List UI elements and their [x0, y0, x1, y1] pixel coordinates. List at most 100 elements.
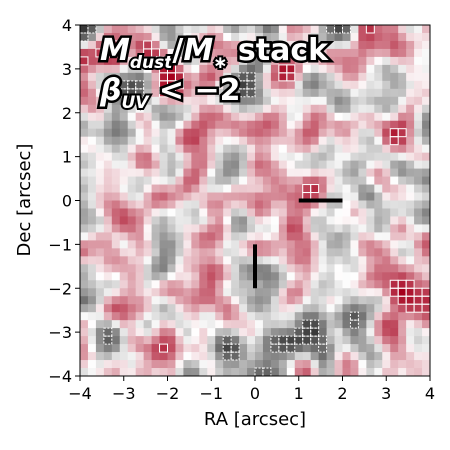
- heatmap-pixel: [127, 96, 137, 106]
- heatmap-pixel: [310, 48, 320, 58]
- heatmap-pixel: [255, 25, 264, 34]
- heatmap-pixel: [199, 128, 208, 138]
- heatmap-pixel: [398, 40, 407, 50]
- heatmap-pixel: [239, 320, 248, 329]
- heatmap-pixel: [350, 280, 359, 289]
- heatmap-pixel: [223, 336, 232, 345]
- heatmap-pixel: [278, 120, 288, 130]
- heatmap-pixel: [207, 104, 216, 114]
- heatmap-pixel: [143, 64, 152, 74]
- heatmap-pixel: [422, 352, 430, 361]
- heatmap-pixel: [302, 296, 312, 305]
- heatmap-pixel: [80, 88, 89, 98]
- heatmap-pixel: [151, 280, 160, 289]
- heatmap-pixel: [326, 368, 335, 376]
- heatmap-pixel: [103, 48, 113, 58]
- heatmap-pixel: [374, 216, 383, 225]
- heatmap-pixel: [143, 344, 152, 353]
- heatmap-pixel: [119, 136, 129, 146]
- heatmap-pixel: [358, 40, 367, 50]
- heatmap-pixel: [175, 264, 184, 273]
- heatmap-pixel: [151, 320, 160, 329]
- heatmap-pixel: [183, 40, 192, 50]
- heatmap-pixel: [278, 328, 288, 337]
- heatmap-pixel: [286, 304, 296, 313]
- heatmap-pixel: [398, 216, 407, 225]
- heatmap-pixel: [326, 240, 335, 249]
- heatmap-pixel: [270, 368, 280, 376]
- heatmap-pixel: [151, 136, 160, 146]
- heatmap-pixel: [159, 360, 168, 369]
- negative-contour: [310, 335, 320, 345]
- heatmap-pixel: [286, 176, 296, 185]
- heatmap-pixel: [183, 312, 192, 321]
- heatmap-pixel: [151, 304, 160, 313]
- heatmap-pixel: [119, 192, 129, 201]
- heatmap-pixel: [302, 200, 312, 209]
- heatmap-pixel: [239, 48, 248, 58]
- heatmap-pixel: [326, 136, 335, 146]
- heatmap-pixel: [286, 96, 296, 106]
- heatmap-pixel: [350, 216, 359, 225]
- heatmap-pixel: [167, 88, 176, 98]
- heatmap-pixel: [422, 184, 430, 193]
- heatmap-pixel: [223, 32, 232, 42]
- heatmap-pixel: [223, 216, 232, 225]
- heatmap-pixel: [406, 320, 415, 329]
- heatmap-pixel: [255, 192, 264, 201]
- heatmap-pixel: [127, 304, 137, 313]
- heatmap-pixel: [350, 256, 359, 265]
- heatmap-pixel: [239, 264, 248, 273]
- heatmap-pixel: [183, 96, 192, 106]
- heatmap-pixel: [310, 216, 320, 225]
- heatmap-pixel: [175, 104, 184, 114]
- heatmap-pixel: [143, 152, 152, 162]
- heatmap-pixel: [231, 32, 240, 42]
- heatmap-pixel: [111, 25, 121, 34]
- heatmap-pixel: [382, 232, 391, 241]
- heatmap-pixel: [207, 296, 216, 305]
- heatmap-pixel: [342, 360, 351, 369]
- heatmap-pixel: [143, 216, 152, 225]
- heatmap-pixel: [231, 168, 240, 177]
- heatmap-pixel: [207, 96, 216, 106]
- heatmap-pixel: [247, 232, 256, 241]
- heatmap-pixel: [358, 80, 367, 90]
- heatmap-pixel: [318, 160, 327, 169]
- heatmap-pixel: [183, 56, 192, 66]
- heatmap-pixel: [390, 280, 399, 289]
- heatmap-pixel: [167, 264, 176, 273]
- heatmap-pixel: [286, 208, 296, 217]
- heatmap-pixel: [270, 336, 280, 345]
- heatmap-pixel: [80, 280, 89, 289]
- heatmap-pixel: [390, 168, 399, 177]
- heatmap-pixel: [87, 312, 97, 321]
- heatmap-pixel: [103, 320, 113, 329]
- heatmap-pixel: [223, 192, 232, 201]
- heatmap-pixel: [278, 304, 288, 313]
- heatmap-pixel: [119, 64, 129, 74]
- heatmap-pixel: [175, 368, 184, 376]
- heatmap-pixel: [406, 280, 415, 289]
- heatmap-pixel: [119, 328, 129, 337]
- heatmap-pixel: [183, 160, 192, 169]
- heatmap-pixel: [366, 104, 375, 114]
- heatmap-pixel: [151, 248, 160, 257]
- heatmap-pixel: [87, 96, 97, 106]
- heatmap-pixel: [127, 168, 137, 177]
- heatmap-pixel: [247, 120, 256, 130]
- heatmap-pixel: [159, 272, 168, 281]
- heatmap-pixel: [247, 112, 256, 122]
- heatmap-pixel: [262, 336, 272, 345]
- negative-contour: [278, 335, 288, 345]
- heatmap-pixel: [87, 176, 97, 185]
- heatmap-pixel: [215, 136, 224, 146]
- heatmap-pixel: [326, 112, 335, 122]
- heatmap-pixel: [278, 240, 288, 249]
- heatmap-pixel: [350, 136, 359, 146]
- heatmap-pixel: [95, 160, 105, 169]
- heatmap-pixel: [270, 360, 280, 369]
- x-axis-label: RA [arcsec]: [204, 409, 306, 430]
- heatmap-pixel: [167, 272, 176, 281]
- heatmap-pixel: [422, 88, 430, 98]
